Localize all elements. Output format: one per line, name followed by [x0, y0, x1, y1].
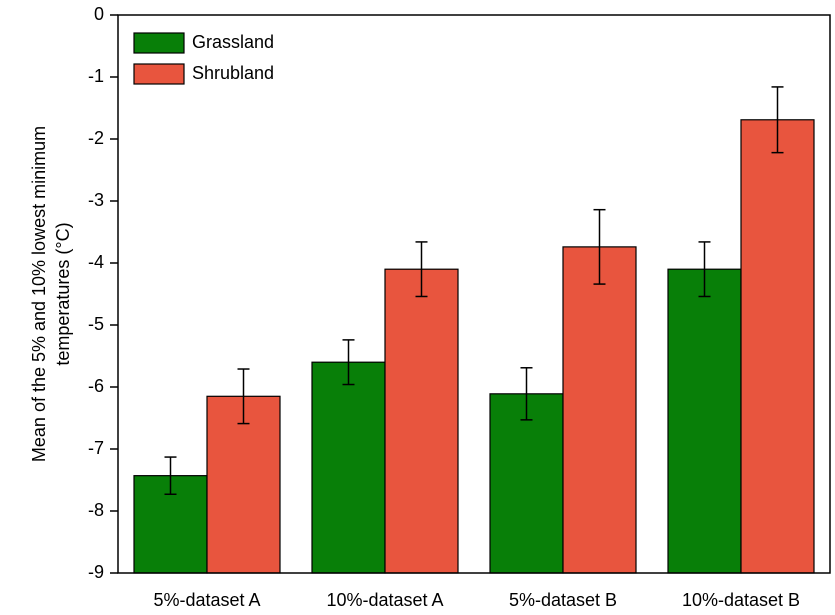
x-tick-label: 10%-dataset A	[326, 590, 443, 610]
y-tick-label: -4	[88, 252, 104, 272]
bar	[311, 361, 386, 574]
x-tick-label: 10%-dataset B	[682, 590, 800, 610]
y-axis-label: temperatures (°C)	[53, 222, 73, 365]
y-tick-label: -3	[88, 190, 104, 210]
y-tick-label: -9	[88, 562, 104, 582]
error-bar	[593, 208, 606, 285]
y-tick-label: 0	[94, 4, 104, 24]
bar	[384, 268, 459, 574]
x-tick-label: 5%-dataset A	[153, 590, 260, 610]
bar	[562, 246, 637, 574]
error-bar	[698, 241, 711, 298]
bar	[489, 393, 564, 574]
error-bar	[520, 367, 533, 421]
y-tick-label: -5	[88, 314, 104, 334]
legend-swatch	[133, 63, 185, 85]
error-bar	[164, 456, 177, 496]
error-bar	[415, 241, 428, 298]
error-bar	[342, 339, 355, 386]
y-axis-label: Mean of the 5% and 10% lowest minimum	[29, 126, 49, 462]
plot-frame	[117, 14, 831, 574]
x-tick-label: 5%-dataset B	[509, 590, 617, 610]
bar	[667, 268, 742, 574]
y-tick-label: -6	[88, 376, 104, 396]
error-bar	[771, 86, 784, 154]
legend-swatch	[133, 32, 185, 54]
y-tick-label: -1	[88, 66, 104, 86]
legend-label: Grassland	[192, 32, 274, 52]
y-tick-label: -8	[88, 500, 104, 520]
y-tick-label: -2	[88, 128, 104, 148]
bar	[740, 119, 815, 574]
y-tick-label: -7	[88, 438, 104, 458]
error-bar	[237, 368, 250, 425]
legend-label: Shrubland	[192, 63, 274, 83]
